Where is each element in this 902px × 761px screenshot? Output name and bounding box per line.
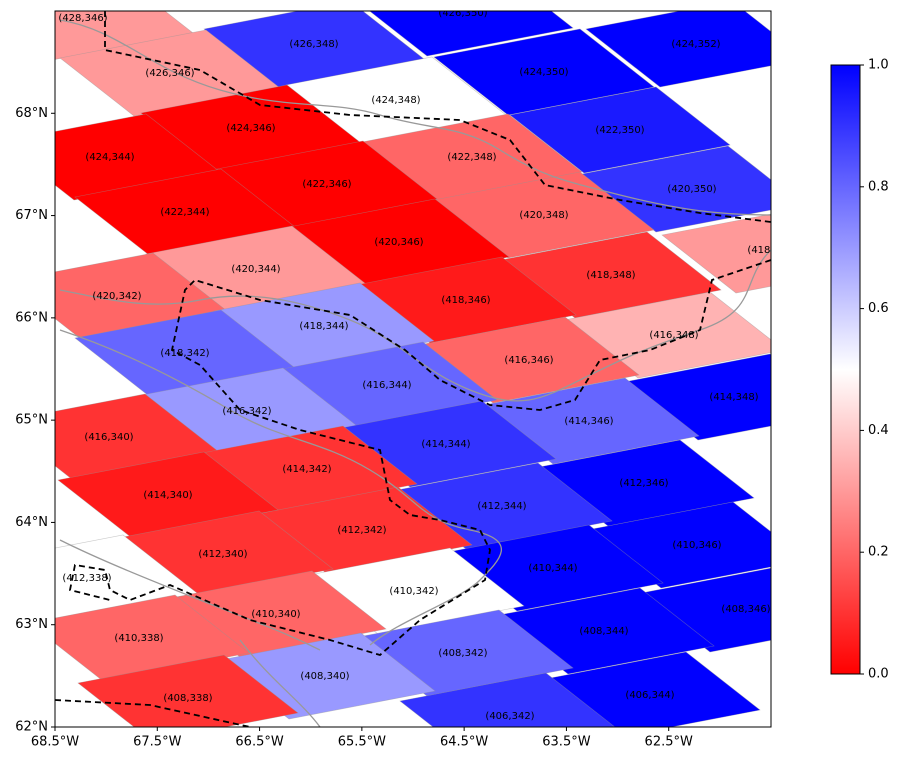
cell-label: (412,346) (619, 478, 668, 489)
cell-label: (412,340) (198, 549, 247, 560)
grid-cell (369, 11, 574, 57)
coastline (59, 19, 771, 727)
x-tick-label: 67.5°W (133, 735, 181, 750)
cell-label: (408,344) (579, 626, 628, 637)
cell-label: (424,350) (519, 67, 568, 78)
cell-label: (416,340) (84, 432, 133, 443)
cell-label: (416,346) (504, 355, 553, 366)
y-tick-label: 68°N (15, 106, 48, 121)
cell-label: (418,350) (747, 245, 796, 256)
cell-label: (414,342) (282, 464, 331, 475)
border (55, 11, 771, 727)
boundaries (55, 11, 771, 727)
cell-label: (410,344) (528, 563, 577, 574)
cell-label: (410,340) (251, 609, 300, 620)
colorbar-tick-label: 0.0 (868, 667, 889, 682)
colorbar (830, 64, 861, 675)
cell-label: (416,344) (362, 380, 411, 391)
x-tick-label: 62.5°W (645, 735, 693, 750)
colorbar-tick-label: 0.6 (868, 301, 889, 316)
cell-label: (422,344) (160, 207, 209, 218)
cell-label: (424,348) (371, 95, 420, 106)
cell-label: (422,346) (302, 179, 351, 190)
cell-label: (408,338) (163, 693, 212, 704)
grid-cell (77, 654, 299, 727)
x-tick-label: 64.5°W (440, 735, 488, 750)
colorbar-tick-label: 1.0 (868, 58, 889, 73)
y-tick-label: 67°N (15, 208, 48, 223)
cell-label: (418,344) (299, 321, 348, 332)
cell-label: (426,348) (289, 39, 338, 50)
cell-label: (424,352) (671, 39, 720, 50)
cell-label: (408,342) (438, 648, 487, 659)
cell-label: (410,338) (114, 633, 163, 644)
cell-label: (412,338) (62, 573, 111, 584)
cell-label: (414,340) (143, 490, 192, 501)
cell-label: (412,344) (477, 501, 526, 512)
cell-label: (426,350) (438, 8, 487, 19)
cell-label: (426,346) (145, 68, 194, 79)
grid-cell (433, 28, 655, 116)
cell-layer (55, 11, 771, 727)
grid-cell (509, 86, 731, 174)
cell-label: (408,340) (300, 671, 349, 682)
cell-label: (410,342) (389, 586, 438, 597)
cell-label: (418,342) (160, 348, 209, 359)
cell-label: (420,342) (92, 291, 141, 302)
cell-label: (418,348) (586, 270, 635, 281)
grid-cell (399, 672, 616, 727)
cell-label: (410,346) (672, 540, 721, 551)
cell-label: (422,348) (447, 152, 496, 163)
x-tick-label: 65.5°W (338, 735, 386, 750)
cell-label: (420,350) (667, 184, 716, 195)
y-tick-label: 65°N (15, 413, 48, 428)
x-tick-label: 63.5°W (542, 735, 590, 750)
grid-cell (661, 213, 771, 294)
cell-label: (424,346) (226, 123, 275, 134)
cell-label: (414,348) (709, 392, 758, 403)
cell-label: (424,344) (85, 152, 134, 163)
cell-label: (416,348) (649, 330, 698, 341)
y-tick-label: 66°N (15, 310, 48, 325)
colorbar-tick-label: 0.2 (868, 545, 889, 560)
y-tick-label: 62°N (15, 720, 48, 735)
cell-label: (420,348) (519, 210, 568, 221)
colorbar-tick-label: 0.8 (868, 179, 889, 194)
cell-label: (414,346) (564, 416, 613, 427)
label-layer: (428,346) (426,350) (426,348) (424,352) (426… (58, 8, 796, 722)
cell-label: (420,346) (374, 237, 423, 248)
y-tick-label: 63°N (15, 617, 48, 632)
x-tick-label: 66.5°W (235, 735, 283, 750)
grid-cell (585, 11, 771, 88)
cell-label: (408,346) (721, 604, 770, 615)
cell-label: (420,344) (231, 264, 280, 275)
cell-label: (412,342) (337, 525, 386, 536)
cell-label: (428,346) (58, 13, 107, 24)
map-frame (54, 10, 772, 728)
cell-label: (416,342) (222, 406, 271, 417)
colorbar-tick-label: 0.4 (868, 423, 889, 438)
cell-label: (422,350) (595, 125, 644, 136)
y-tick-label: 64°N (15, 515, 48, 530)
cell-label: (414,344) (421, 439, 470, 450)
cell-label: (418,346) (441, 295, 490, 306)
cell-label: (406,344) (625, 690, 674, 701)
cell-label: (406,342) (485, 711, 534, 722)
x-tick-label: 68.5°W (31, 735, 79, 750)
